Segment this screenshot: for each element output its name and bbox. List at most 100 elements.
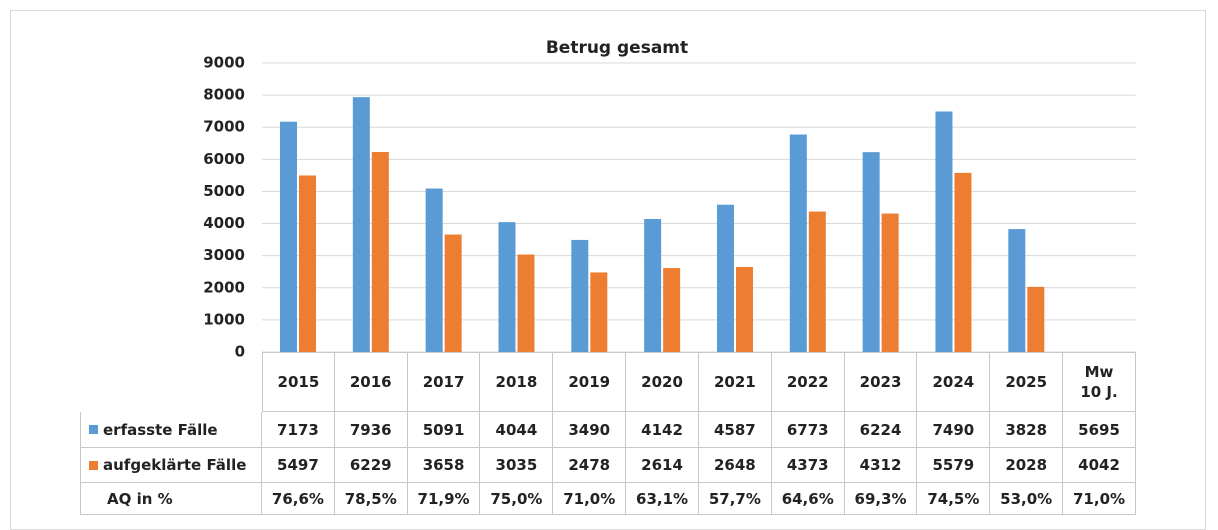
table-value-text: 4312 xyxy=(859,456,902,474)
table-value: 2648 xyxy=(698,448,772,483)
table-value-text: 71,9% xyxy=(417,489,470,508)
table-value-text: 5091 xyxy=(422,420,465,439)
legend-entry-text: aufgeklärte Fälle xyxy=(103,456,247,474)
legend-key xyxy=(89,425,98,434)
table-value-text: 3490 xyxy=(568,420,611,439)
bar xyxy=(663,268,681,352)
legend-entry: aufgeklärte Fälle xyxy=(80,448,262,483)
x-tick-label-text: 2019 xyxy=(568,373,611,391)
x-tick-label-text: 2022 xyxy=(786,373,829,391)
x-tick-label-text: 2023 xyxy=(859,373,902,391)
bar xyxy=(935,111,953,352)
table-value-text: 71,0% xyxy=(563,489,616,508)
table-value: 4142 xyxy=(626,412,699,448)
table-value: 4312 xyxy=(844,448,918,483)
bar xyxy=(954,172,972,352)
table-value-text: 2614 xyxy=(641,456,683,474)
table-value-text: 76,6% xyxy=(271,489,324,508)
table-value: 3658 xyxy=(407,448,481,483)
table-value-text: 5497 xyxy=(277,456,319,474)
bar xyxy=(644,218,662,352)
table-value: 76,6% xyxy=(262,483,335,515)
table-value: 6229 xyxy=(334,448,408,483)
y-tick-label: 8000 xyxy=(203,86,245,104)
y-tick-label: 9000 xyxy=(203,54,245,72)
table-value-text: 74,5% xyxy=(927,489,980,508)
bar xyxy=(590,272,608,352)
table-value: 3828 xyxy=(990,412,1064,448)
x-tick-label: 2025 xyxy=(990,352,1064,412)
page: Betrug gesamt 0 1000 2000 3000 4000 5000 6000 7… xyxy=(10,10,1206,530)
legend-entry: erfasste Fälle xyxy=(80,412,262,448)
bar xyxy=(352,97,370,352)
bar xyxy=(1008,229,1026,352)
table-value-text: 71,0% xyxy=(1073,489,1126,508)
table-value-text: 6773 xyxy=(786,420,829,439)
x-tick-label-text: 2018 xyxy=(495,373,538,391)
table-value: 5695 xyxy=(1063,412,1136,448)
table-value-text: 4044 xyxy=(495,420,538,439)
table-value: 3490 xyxy=(553,412,627,448)
x-tick-label-text: 2024 xyxy=(932,373,975,391)
table-value-text: 5579 xyxy=(932,456,975,474)
table-value: 69,3% xyxy=(844,483,918,515)
y-tick-label: 5000 xyxy=(203,182,245,200)
table-value: 2614 xyxy=(626,448,699,483)
table-value: 74,5% xyxy=(917,483,991,515)
y-tick-label: 3000 xyxy=(203,246,245,264)
x-tick-label: 2022 xyxy=(771,352,845,412)
x-tick-label: 2020 xyxy=(626,352,699,412)
legend-key xyxy=(89,460,98,470)
table-value-text: 7173 xyxy=(277,420,319,439)
y-tick-label: 4000 xyxy=(203,214,245,232)
bar xyxy=(716,204,734,352)
table-value: 7173 xyxy=(262,412,335,448)
table-value-text: 6224 xyxy=(859,420,902,439)
legend-entry-text: erfasste Fälle xyxy=(103,420,218,439)
row-label-text: AQ in % xyxy=(107,489,173,508)
bar xyxy=(571,239,589,352)
table-value-text: 57,7% xyxy=(708,489,761,508)
bar xyxy=(280,121,297,353)
table-value-text: 69,3% xyxy=(854,489,907,508)
table-value: 7936 xyxy=(334,412,408,448)
y-tick-label: 2000 xyxy=(203,278,245,296)
table-value: 64,6% xyxy=(771,483,845,515)
table-value-text: 3035 xyxy=(495,456,538,474)
x-tick-label: 2017 xyxy=(407,352,481,412)
chart: Betrug gesamt 0 1000 2000 3000 4000 5000 6000 7… xyxy=(203,38,1136,361)
x-tick-label-text: 2017 xyxy=(422,373,465,391)
row-label: AQ in % xyxy=(80,483,262,515)
table-value-text: 3658 xyxy=(422,456,465,474)
table-value: 4373 xyxy=(771,448,845,483)
table-value: 71,9% xyxy=(407,483,481,515)
bar xyxy=(808,211,826,352)
table-value-text: 6229 xyxy=(349,456,392,474)
table-value: 5579 xyxy=(917,448,991,483)
table-value-text: 3828 xyxy=(1005,420,1048,439)
table-value: 6224 xyxy=(844,412,918,448)
y-tick-label: 1000 xyxy=(203,310,245,328)
bar xyxy=(1027,286,1045,352)
bar xyxy=(425,188,443,352)
table-value-text: 2478 xyxy=(568,456,611,474)
table-value-text: 5695 xyxy=(1078,420,1120,439)
x-tick-label-text: 2020 xyxy=(641,373,683,391)
bar xyxy=(862,152,880,352)
table-value: 7490 xyxy=(917,412,991,448)
table-value: 57,7% xyxy=(698,483,772,515)
table-value-text: 64,6% xyxy=(781,489,834,508)
x-tick-label: 2023 xyxy=(844,352,918,412)
y-tick-label: 7000 xyxy=(203,118,245,136)
bar xyxy=(789,134,807,352)
table-value-text: 4142 xyxy=(641,420,683,439)
bar xyxy=(881,213,899,352)
table-value: 2478 xyxy=(553,448,627,483)
bar xyxy=(735,266,753,352)
table-value-text: 63,1% xyxy=(636,489,689,508)
table-value-text: 2648 xyxy=(714,456,756,474)
bar xyxy=(444,234,462,352)
y-tick-label: 0 xyxy=(235,343,245,361)
table-value: 71,0% xyxy=(1063,483,1136,515)
table-value-text: 78,5% xyxy=(344,489,397,508)
